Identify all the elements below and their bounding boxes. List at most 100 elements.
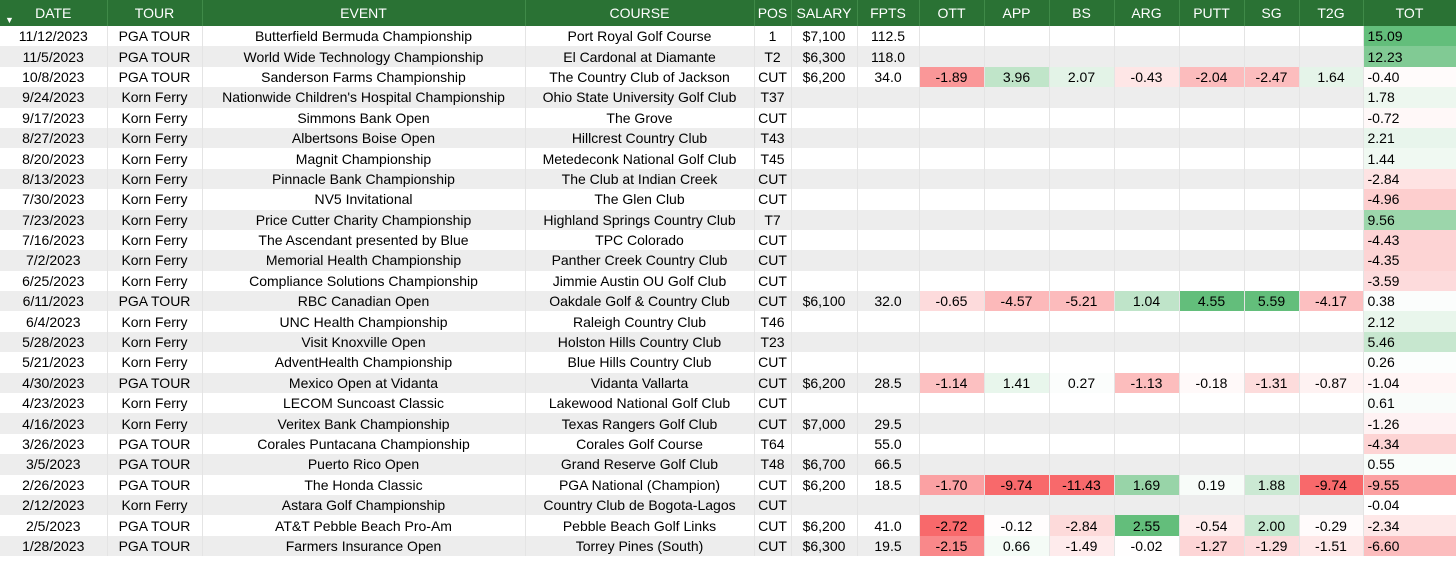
tot-cell[interactable]: -1.26 [1363, 413, 1456, 434]
event-cell[interactable]: Puerto Rico Open [202, 454, 526, 475]
date-cell[interactable]: 5/28/2023 [0, 331, 108, 353]
table-row[interactable]: 11/12/2023 PGA TOUR Butterfield Bermuda Ch… [0, 26, 1456, 47]
tour-cell[interactable]: PGA TOUR [107, 433, 203, 455]
pos-cell[interactable]: CUT [754, 413, 792, 434]
table-row[interactable]: 1/28/2023 PGA TOUR Farmers Insurance Open T… [0, 535, 1456, 557]
ott-cell[interactable] [919, 454, 985, 475]
putt-cell[interactable] [1179, 87, 1245, 108]
arg-cell[interactable]: -0.02 [1114, 535, 1180, 557]
putt-cell[interactable] [1179, 331, 1245, 353]
t2g-cell[interactable]: -9.74 [1299, 474, 1364, 495]
pos-cell[interactable]: CUT [754, 229, 792, 251]
tour-cell[interactable]: Korn Ferry [107, 311, 203, 332]
course-cell[interactable]: Pebble Beach Golf Links [525, 515, 755, 536]
course-cell[interactable]: Metedeconk National Golf Club [525, 148, 755, 169]
ott-cell[interactable] [919, 331, 985, 353]
sg-cell[interactable] [1244, 250, 1300, 271]
pos-cell[interactable]: T7 [754, 209, 792, 230]
header-tot[interactable]: TOT [1363, 0, 1456, 26]
pos-cell[interactable]: CUT [754, 372, 792, 394]
tot-cell[interactable]: -4.34 [1363, 433, 1456, 455]
t2g-cell[interactable] [1299, 26, 1364, 47]
event-cell[interactable]: Memorial Health Championship [202, 250, 526, 271]
bs-cell[interactable]: -11.43 [1049, 474, 1115, 495]
putt-cell[interactable] [1179, 46, 1245, 67]
fpts-cell[interactable]: 118.0 [857, 46, 920, 67]
app-cell[interactable]: -0.12 [984, 515, 1050, 536]
table-row[interactable]: 10/8/2023 PGA TOUR Sanderson Farms Champio… [0, 66, 1456, 88]
bs-cell[interactable] [1049, 331, 1115, 353]
salary-cell[interactable] [791, 331, 858, 353]
app-cell[interactable]: 0.66 [984, 535, 1050, 557]
putt-cell[interactable]: -0.18 [1179, 372, 1245, 394]
bs-cell[interactable] [1049, 26, 1115, 47]
tour-cell[interactable]: Korn Ferry [107, 270, 203, 292]
tot-cell[interactable]: -6.60 [1363, 535, 1456, 557]
t2g-cell[interactable] [1299, 189, 1364, 210]
t2g-cell[interactable] [1299, 352, 1364, 373]
t2g-cell[interactable] [1299, 87, 1364, 108]
arg-cell[interactable] [1114, 433, 1180, 455]
table-row[interactable]: 6/4/2023 Korn Ferry UNC Health Championshi… [0, 311, 1456, 332]
sg-cell[interactable] [1244, 331, 1300, 353]
app-cell[interactable] [984, 107, 1050, 128]
header-tour[interactable]: TOUR [107, 0, 203, 26]
fpts-cell[interactable] [857, 250, 920, 271]
course-cell[interactable]: Corales Golf Course [525, 433, 755, 455]
t2g-cell[interactable] [1299, 229, 1364, 251]
pos-cell[interactable]: CUT [754, 515, 792, 536]
pos-cell[interactable]: 1 [754, 26, 792, 47]
putt-cell[interactable] [1179, 250, 1245, 271]
putt-cell[interactable]: -0.54 [1179, 515, 1245, 536]
tour-cell[interactable]: Korn Ferry [107, 87, 203, 108]
putt-cell[interactable] [1179, 189, 1245, 210]
putt-cell[interactable] [1179, 413, 1245, 434]
fpts-cell[interactable]: 29.5 [857, 413, 920, 434]
ott-cell[interactable] [919, 311, 985, 332]
arg-cell[interactable] [1114, 494, 1180, 516]
table-row[interactable]: 4/30/2023 PGA TOUR Mexico Open at Vidanta V… [0, 372, 1456, 394]
putt-cell[interactable] [1179, 168, 1245, 190]
salary-cell[interactable] [791, 250, 858, 271]
salary-cell[interactable] [791, 229, 858, 251]
header-course[interactable]: COURSE [525, 0, 755, 26]
sg-cell[interactable] [1244, 26, 1300, 47]
pos-cell[interactable]: T45 [754, 148, 792, 169]
arg-cell[interactable] [1114, 87, 1180, 108]
event-cell[interactable]: AdventHealth Championship [202, 352, 526, 373]
t2g-cell[interactable] [1299, 250, 1364, 271]
putt-cell[interactable]: 4.55 [1179, 291, 1245, 312]
app-cell[interactable] [984, 87, 1050, 108]
bs-cell[interactable] [1049, 229, 1115, 251]
table-row[interactable]: 4/23/2023 Korn Ferry LECOM Suncoast Classi… [0, 393, 1456, 414]
fpts-cell[interactable]: 55.0 [857, 433, 920, 455]
table-row[interactable]: 3/26/2023 PGA TOUR Corales Puntacana Champ… [0, 433, 1456, 455]
ott-cell[interactable]: -1.89 [919, 66, 985, 88]
event-cell[interactable]: Price Cutter Charity Championship [202, 209, 526, 230]
course-cell[interactable]: Country Club de Bogota-Lagos [525, 494, 755, 516]
fpts-cell[interactable]: 112.5 [857, 26, 920, 47]
tot-cell[interactable]: -9.55 [1363, 474, 1456, 495]
date-cell[interactable]: 7/2/2023 [0, 250, 108, 271]
t2g-cell[interactable]: -0.29 [1299, 515, 1364, 536]
app-cell[interactable] [984, 331, 1050, 353]
tour-cell[interactable]: PGA TOUR [107, 291, 203, 312]
course-cell[interactable]: The Country Club of Jackson [525, 66, 755, 88]
sg-cell[interactable] [1244, 454, 1300, 475]
putt-cell[interactable] [1179, 229, 1245, 251]
tot-cell[interactable]: -1.04 [1363, 372, 1456, 394]
fpts-cell[interactable] [857, 352, 920, 373]
t2g-cell[interactable] [1299, 168, 1364, 190]
ott-cell[interactable] [919, 352, 985, 373]
event-cell[interactable]: Albertsons Boise Open [202, 127, 526, 149]
header-app[interactable]: APP [984, 0, 1050, 26]
app-cell[interactable] [984, 250, 1050, 271]
t2g-cell[interactable] [1299, 494, 1364, 516]
fpts-cell[interactable]: 34.0 [857, 66, 920, 88]
t2g-cell[interactable] [1299, 127, 1364, 149]
app-cell[interactable] [984, 148, 1050, 169]
header-t2g[interactable]: T2G [1299, 0, 1364, 26]
arg-cell[interactable] [1114, 46, 1180, 67]
ott-cell[interactable] [919, 168, 985, 190]
header-bs[interactable]: BS [1049, 0, 1115, 26]
